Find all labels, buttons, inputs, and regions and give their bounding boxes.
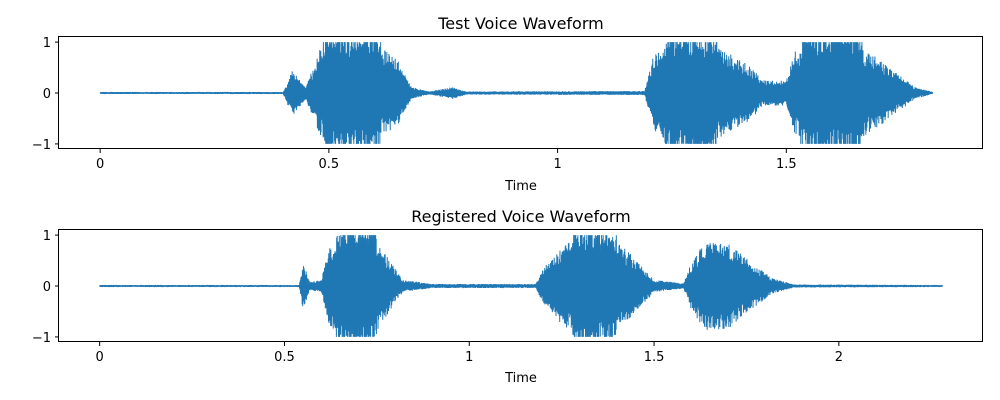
waveform-layer <box>99 235 943 337</box>
y-tick-label: −1 <box>32 331 51 346</box>
x-axis-ticks: 0 0.5 1 1.5 2 <box>96 342 843 365</box>
x-tick-label: 2 <box>835 350 843 365</box>
chart-title: Registered Voice Waveform <box>411 207 631 226</box>
x-tick-label: 0 <box>96 157 104 172</box>
x-tick-label: 1 <box>553 157 561 172</box>
x-tick-label: 1.5 <box>644 350 665 365</box>
plot-frame <box>58 36 983 149</box>
chart-title: Test Voice Waveform <box>437 14 603 33</box>
y-axis-ticks: 1 0 −1 <box>32 36 59 153</box>
x-tick-label: 1 <box>465 350 473 365</box>
waveform-line <box>99 42 934 144</box>
registered-voice-subplot: Registered Voice Waveform 0 0.5 1 1.5 2 1 0 −1… <box>32 207 983 386</box>
plot-frame <box>58 229 983 342</box>
x-tick-label: 0.5 <box>319 157 340 172</box>
waveform-line <box>99 235 943 337</box>
y-tick-label: 1 <box>43 36 51 51</box>
x-tick-label: 0.5 <box>274 350 295 365</box>
test-voice-subplot: Test Voice Waveform 0 0.5 1 1.5 1 0 −1 Time <box>32 14 983 194</box>
x-tick-label: 1.5 <box>776 157 797 172</box>
y-tick-label: 0 <box>43 87 51 102</box>
x-tick-label: 0 <box>96 350 104 365</box>
x-axis-label: Time <box>504 179 537 194</box>
y-tick-label: 0 <box>43 280 51 295</box>
y-tick-label: 1 <box>43 229 51 244</box>
x-axis-ticks: 0 0.5 1 1.5 <box>96 149 797 172</box>
y-tick-label: −1 <box>32 138 51 153</box>
waveform-layer <box>99 42 934 144</box>
x-axis-label: Time <box>504 371 537 386</box>
